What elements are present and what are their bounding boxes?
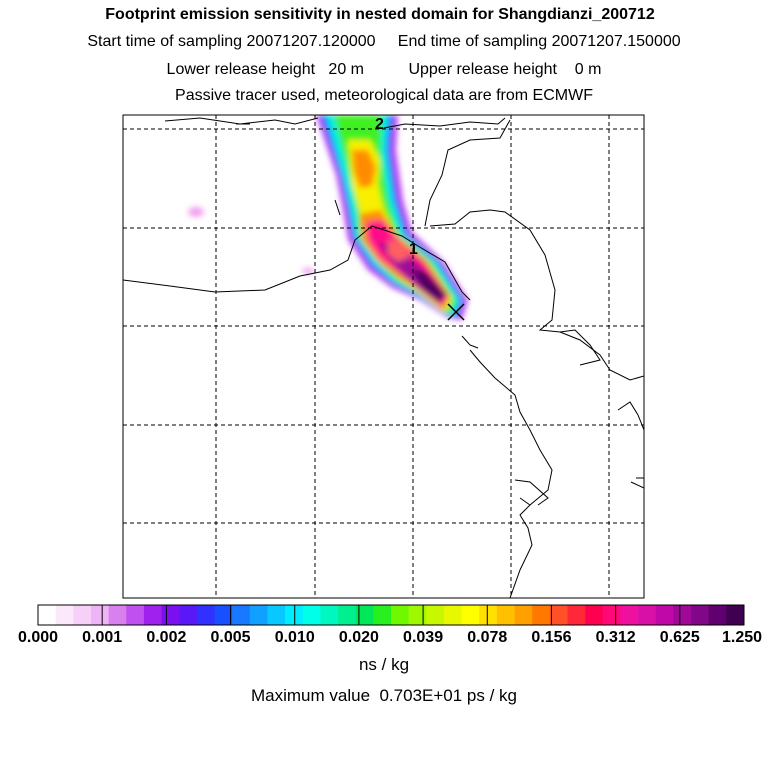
colorbar-segment [373,605,392,625]
coast-north [164,117,506,129]
colorbar-segment [461,605,480,625]
release-station-marker [447,303,465,321]
colorbar-segment [338,605,356,625]
colorbar-segment [73,605,92,625]
colorbar-segment [108,605,127,625]
colorbar-tick-label: 0.010 [274,629,315,646]
colorbar-segment [214,605,233,625]
release-heights: Lower release height 20 m Upper release … [166,61,602,78]
colorbar-segment [391,605,409,625]
plume-band-dark [412,270,446,302]
plot-title: Footprint emission sensitivity in nested… [105,6,655,23]
colorbar-segment [602,605,621,625]
maximum-value: Maximum value 0.703E+01 ps / kg [251,686,517,705]
colorbar-segment [38,605,56,625]
colorbar-segment [708,605,727,625]
colorbar-tick-label: 0.625 [659,629,700,646]
colorbar-segment [496,605,515,625]
colorbar-segment [232,605,251,625]
colorbar-segment [143,605,162,625]
colorbar-segment [302,605,321,625]
map-frame [122,114,645,599]
colorbar-segment [126,605,145,625]
colorbar-segment [532,605,551,625]
colorbar-tick-label: 0.002 [146,629,187,646]
colorbar-segment [408,605,427,625]
map-grid [123,115,644,598]
colorbar-segment [585,605,604,625]
colorbar-segment [638,605,657,625]
contour-label-1: 1 [409,241,418,258]
coast-east-peninsula [559,331,644,381]
plume-patch-southwest [302,268,314,274]
colorbar-segment [726,605,745,625]
colorbar-tick-label: 0.020 [338,629,379,646]
colorbar-segment [549,605,568,625]
sampling-times: Start time of sampling 20071207.120000 E… [87,33,681,50]
coast-peninsula [514,479,549,506]
coastlines [123,117,644,598]
coast-east-edge [630,477,644,489]
coast-southeast [617,401,644,431]
colorbar-segment [267,605,286,625]
colorbar-segment [196,605,215,625]
plume-layer [188,115,468,320]
colorbar-segment [620,605,639,625]
colorbar-segment [249,605,268,625]
contour-label-2: 2 [375,116,384,133]
colorbar-segment [285,605,304,625]
colorbar-tick-label: 0.039 [403,629,444,646]
tracer-info: Passive tracer used, meteorological data… [175,87,593,104]
border-east [424,119,601,366]
colorbar-segment [320,605,339,625]
colorbar-tick-label: 0.156 [531,629,572,646]
colorbar-tick-label: 0.005 [210,629,251,646]
coast-northwest [334,199,341,216]
plume-band-orange [352,150,376,188]
colorbar-tick-label: 0.000 [17,629,59,646]
coast-bohai-north [461,335,479,349]
colorbar-frame [37,604,745,626]
colorbar-segment [514,605,533,625]
colorbar-segment [567,605,586,625]
border-mid [123,225,471,301]
colorbar-segment [479,605,498,625]
colorbar-segment [90,605,109,625]
plume-blob-small [388,240,410,262]
colorbar-tick-label: 0.078 [467,629,508,646]
colorbar-tick-label: 0.312 [595,629,636,646]
colorbar-segment [691,605,709,625]
colorbar-segment [443,605,462,625]
colorbar-tick-label: 0.001 [82,629,123,646]
colorbar-segment [179,605,198,625]
coast-bay [469,349,553,598]
colorbar-segment [55,605,74,625]
colorbar-segment [355,605,374,625]
colorbar-segment [161,605,180,625]
colorbar-units: ns / kg [358,655,410,674]
colorbar-segment [673,605,692,625]
colorbar-tick-label: 1.250 [721,629,763,646]
plume-patch-west [188,207,204,217]
colorbar-segment [426,605,445,625]
colorbar-segment [655,605,674,625]
colorbar-segments [38,605,745,625]
